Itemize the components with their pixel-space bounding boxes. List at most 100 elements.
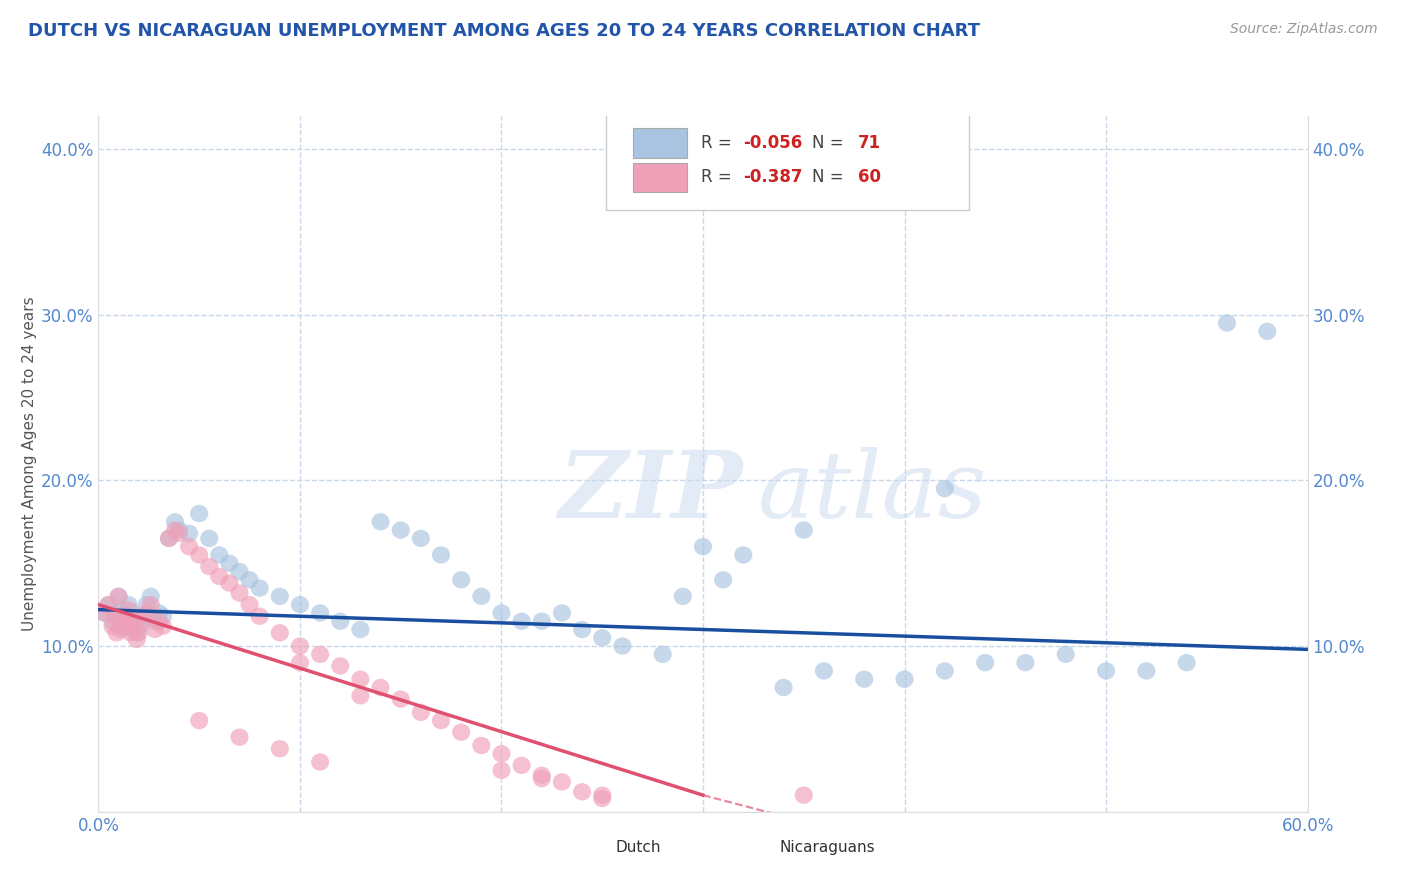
Ellipse shape xyxy=(134,607,152,625)
Ellipse shape xyxy=(105,607,124,625)
Ellipse shape xyxy=(120,601,138,618)
Ellipse shape xyxy=(1097,662,1115,680)
FancyBboxPatch shape xyxy=(734,838,769,857)
Ellipse shape xyxy=(593,787,612,804)
Ellipse shape xyxy=(311,754,329,771)
Ellipse shape xyxy=(146,621,165,638)
Text: 60: 60 xyxy=(858,169,880,186)
Ellipse shape xyxy=(100,596,118,614)
Text: DUTCH VS NICARAGUAN UNEMPLOYMENT AMONG AGES 20 TO 24 YEARS CORRELATION CHART: DUTCH VS NICARAGUAN UNEMPLOYMENT AMONG A… xyxy=(28,22,980,40)
Ellipse shape xyxy=(190,712,208,730)
Ellipse shape xyxy=(593,629,612,647)
Ellipse shape xyxy=(221,555,239,572)
Ellipse shape xyxy=(153,607,172,625)
Ellipse shape xyxy=(352,671,370,688)
Ellipse shape xyxy=(392,522,409,539)
Ellipse shape xyxy=(673,588,692,605)
Ellipse shape xyxy=(121,621,139,638)
Ellipse shape xyxy=(352,687,370,705)
Ellipse shape xyxy=(124,611,142,628)
Ellipse shape xyxy=(574,621,591,638)
Text: Dutch: Dutch xyxy=(616,839,661,855)
Ellipse shape xyxy=(371,679,389,696)
Ellipse shape xyxy=(815,662,832,680)
Text: N =: N = xyxy=(811,134,849,153)
Ellipse shape xyxy=(472,588,491,605)
Ellipse shape xyxy=(1137,662,1156,680)
Ellipse shape xyxy=(412,530,430,547)
Ellipse shape xyxy=(211,568,228,585)
Ellipse shape xyxy=(115,613,134,630)
Ellipse shape xyxy=(104,617,121,635)
Ellipse shape xyxy=(124,604,142,622)
Text: atlas: atlas xyxy=(758,447,987,537)
Ellipse shape xyxy=(153,617,172,635)
Ellipse shape xyxy=(1258,323,1277,340)
Ellipse shape xyxy=(200,558,218,575)
Ellipse shape xyxy=(492,604,510,622)
Ellipse shape xyxy=(104,613,121,630)
Ellipse shape xyxy=(794,787,813,804)
Ellipse shape xyxy=(100,596,118,614)
Ellipse shape xyxy=(1017,654,1035,672)
Ellipse shape xyxy=(160,530,179,547)
Text: ZIP: ZIP xyxy=(558,447,742,537)
Ellipse shape xyxy=(114,601,132,618)
FancyBboxPatch shape xyxy=(606,112,969,210)
Ellipse shape xyxy=(453,571,470,589)
Y-axis label: Unemployment Among Ages 20 to 24 years: Unemployment Among Ages 20 to 24 years xyxy=(22,296,38,632)
Ellipse shape xyxy=(311,604,329,622)
Ellipse shape xyxy=(160,530,179,547)
Ellipse shape xyxy=(936,662,953,680)
Ellipse shape xyxy=(134,613,152,630)
Ellipse shape xyxy=(120,596,138,614)
Ellipse shape xyxy=(250,607,269,625)
FancyBboxPatch shape xyxy=(569,838,606,857)
Ellipse shape xyxy=(166,522,184,539)
Ellipse shape xyxy=(936,480,953,498)
FancyBboxPatch shape xyxy=(633,162,688,192)
Ellipse shape xyxy=(170,524,188,542)
Ellipse shape xyxy=(96,604,114,622)
Ellipse shape xyxy=(271,624,288,641)
Ellipse shape xyxy=(166,513,184,531)
Ellipse shape xyxy=(271,740,288,757)
Ellipse shape xyxy=(734,546,752,564)
Ellipse shape xyxy=(533,770,551,788)
Ellipse shape xyxy=(371,513,389,531)
Ellipse shape xyxy=(271,588,288,605)
Ellipse shape xyxy=(150,613,167,630)
Text: Source: ZipAtlas.com: Source: ZipAtlas.com xyxy=(1230,22,1378,37)
Ellipse shape xyxy=(1218,314,1236,332)
Ellipse shape xyxy=(291,638,309,655)
Ellipse shape xyxy=(513,613,530,630)
Ellipse shape xyxy=(129,624,148,641)
Ellipse shape xyxy=(118,607,136,625)
Ellipse shape xyxy=(180,524,198,542)
Ellipse shape xyxy=(492,762,510,779)
Ellipse shape xyxy=(250,580,269,597)
Ellipse shape xyxy=(115,617,134,635)
Ellipse shape xyxy=(794,522,813,539)
Ellipse shape xyxy=(180,538,198,556)
Ellipse shape xyxy=(221,574,239,591)
Ellipse shape xyxy=(432,546,450,564)
Text: -0.056: -0.056 xyxy=(742,134,803,153)
Ellipse shape xyxy=(142,588,160,605)
Ellipse shape xyxy=(654,646,672,663)
Ellipse shape xyxy=(855,671,873,688)
Ellipse shape xyxy=(118,613,136,630)
Ellipse shape xyxy=(190,505,208,522)
Text: Nicaraguans: Nicaraguans xyxy=(779,839,875,855)
Ellipse shape xyxy=(190,546,208,564)
Ellipse shape xyxy=(170,522,188,539)
Ellipse shape xyxy=(613,638,631,655)
Ellipse shape xyxy=(1057,646,1074,663)
Ellipse shape xyxy=(392,690,409,707)
Ellipse shape xyxy=(412,704,430,721)
Ellipse shape xyxy=(513,756,530,774)
Ellipse shape xyxy=(695,538,711,556)
Ellipse shape xyxy=(231,563,249,580)
Ellipse shape xyxy=(332,657,349,674)
Ellipse shape xyxy=(311,646,329,663)
